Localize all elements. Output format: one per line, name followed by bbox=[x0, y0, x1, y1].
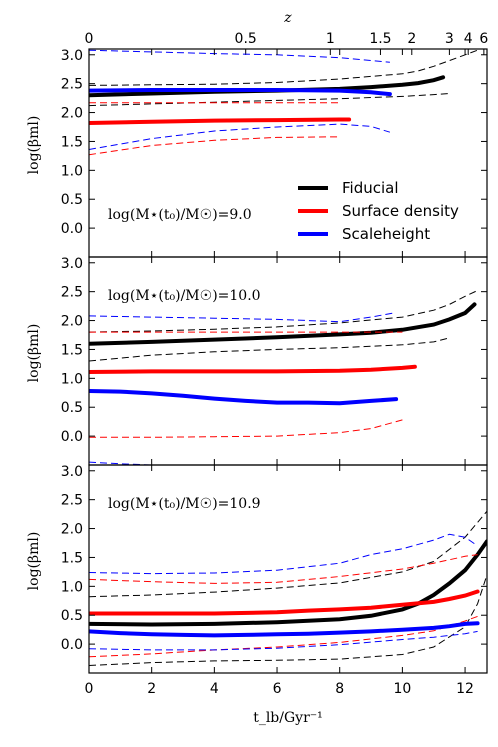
y-tick-label-3: 1.5 bbox=[61, 550, 83, 566]
y-axis-label-1: log(βml) bbox=[26, 116, 42, 175]
bottom-axis: t_lb/Gyr⁻¹ bbox=[253, 710, 323, 726]
percentile-dashed-line-3-7 bbox=[89, 533, 478, 575]
y-axis-label-2: log(βml) bbox=[26, 324, 42, 383]
legend-label: Surface density bbox=[342, 202, 459, 220]
scaleheight-line-2-6 bbox=[89, 389, 399, 406]
x-axis-label: t_lb/Gyr⁻¹ bbox=[253, 710, 323, 726]
y-tick-label-2: 2.5 bbox=[61, 285, 83, 301]
series-group bbox=[89, 290, 478, 465]
mass-annotation-2: log(M⋆(t₀)/M☉)=10.0 bbox=[108, 288, 261, 304]
legend-label: Scaleheight bbox=[342, 225, 430, 243]
top-axis-label: z bbox=[283, 10, 292, 26]
scaleheight-line-1-6 bbox=[89, 88, 392, 97]
y-tick-label-1: 1.0 bbox=[61, 163, 83, 179]
y-tick-label-1: 3.0 bbox=[61, 48, 83, 64]
percentile-dashed-line-1-7 bbox=[89, 49, 390, 63]
top-tick-label: 6 bbox=[479, 31, 488, 47]
y-tick-label-2: 0.0 bbox=[61, 429, 83, 445]
y-tick-label-3: 2.5 bbox=[61, 493, 83, 509]
x-tick-label: 12 bbox=[456, 681, 474, 697]
top-redshift-axis: z 0 0.5 1 1.5 2 3 4 6 bbox=[85, 10, 488, 55]
y-tick-label-1: 2.0 bbox=[61, 106, 83, 122]
top-tick-label: 1.5 bbox=[369, 31, 391, 47]
percentile-dashed-line-3-1 bbox=[89, 510, 487, 598]
percentile-dashed-line-1-8 bbox=[89, 123, 391, 150]
y-tick-label-1: 0.0 bbox=[61, 221, 83, 237]
percentile-dashed-line-2-7 bbox=[89, 312, 397, 323]
x-tick-label: 8 bbox=[335, 681, 344, 697]
percentile-dashed-line-3-4 bbox=[89, 554, 478, 584]
y-tick-label-1: 0.5 bbox=[61, 192, 83, 208]
y-tick-label-3: 2.0 bbox=[61, 522, 83, 538]
series-group bbox=[89, 510, 487, 666]
panel-1: 0.0 0.5 1.0 1.5 2.0 2.5 3.0 log(M⋆(t₀)/M☉)=9.0 l… bbox=[26, 48, 488, 258]
top-tick-label: 2 bbox=[407, 31, 416, 47]
top-tick-label: 0 bbox=[85, 31, 94, 47]
y-tick-label-2: 2.0 bbox=[61, 314, 83, 330]
mass-annotation-3: log(M⋆(t₀)/M☉)=10.9 bbox=[108, 496, 261, 512]
x-tick-label: 0 bbox=[85, 681, 94, 697]
x-tick-label: 4 bbox=[210, 681, 219, 697]
surface-density-line-1-3 bbox=[89, 117, 352, 125]
x-tick-label: 6 bbox=[273, 681, 282, 697]
percentile-dashed-line-2-1 bbox=[89, 290, 478, 333]
y-tick-label-3: 0.0 bbox=[61, 637, 83, 653]
top-tick-label: 4 bbox=[464, 31, 473, 47]
surface-density-line-2-3 bbox=[89, 364, 417, 374]
y-tick-label-2: 0.5 bbox=[61, 400, 83, 416]
surface-density-line-3-3 bbox=[89, 589, 480, 616]
y-tick-label-3: 0.5 bbox=[61, 608, 83, 624]
percentile-dashed-line-3-2 bbox=[89, 574, 487, 666]
panel-2: 0.0 0.5 1.0 1.5 2.0 2.5 3.0 log(M⋆(t₀)/M☉)=10.0… bbox=[26, 256, 488, 466]
y-tick-label-1: 2.5 bbox=[61, 77, 83, 93]
series-group bbox=[89, 49, 481, 156]
legend-label: Fiducial bbox=[342, 179, 399, 197]
y-axis-label-3: log(βml) bbox=[26, 532, 42, 591]
fiducial-line-2-0 bbox=[89, 302, 477, 346]
top-tick-label: 0.5 bbox=[235, 31, 257, 47]
y-tick-label-1: 1.5 bbox=[61, 134, 83, 150]
panel-3: 0.0 0.5 1.0 1.5 2.0 2.5 3.0 0 2 4 6 8 10 12 log(M⋆(t₀)… bbox=[26, 464, 488, 697]
y-tick-label-3: 1.0 bbox=[61, 579, 83, 595]
percentile-dashed-line-1-5 bbox=[89, 136, 340, 156]
legend: Fiducial Surface density Scaleheight bbox=[298, 179, 459, 243]
scaleheight-line-3-6 bbox=[89, 621, 480, 638]
x-tick-label: 10 bbox=[393, 681, 411, 697]
top-tick-label: 3 bbox=[445, 31, 454, 47]
fiducial-line-1-0 bbox=[89, 75, 446, 98]
y-tick-label-2: 3.0 bbox=[61, 256, 83, 272]
top-tick-label: 1 bbox=[326, 31, 335, 47]
x-tick-label: 2 bbox=[147, 681, 156, 697]
percentile-dashed-line-1-1 bbox=[89, 49, 481, 86]
percentile-dashed-line-2-8 bbox=[89, 461, 165, 465]
percentile-dashed-line-3-8 bbox=[89, 630, 478, 651]
fiducial-line-3-0 bbox=[89, 539, 487, 627]
percentile-dashed-line-2-5 bbox=[89, 419, 403, 438]
y-tick-label-2: 1.0 bbox=[61, 371, 83, 387]
panel-frame-3 bbox=[88, 464, 488, 674]
mass-annotation-1: log(M⋆(t₀)/M☉)=9.0 bbox=[108, 207, 252, 223]
y-tick-label-2: 1.5 bbox=[61, 342, 83, 358]
y-tick-label-3: 3.0 bbox=[61, 464, 83, 480]
